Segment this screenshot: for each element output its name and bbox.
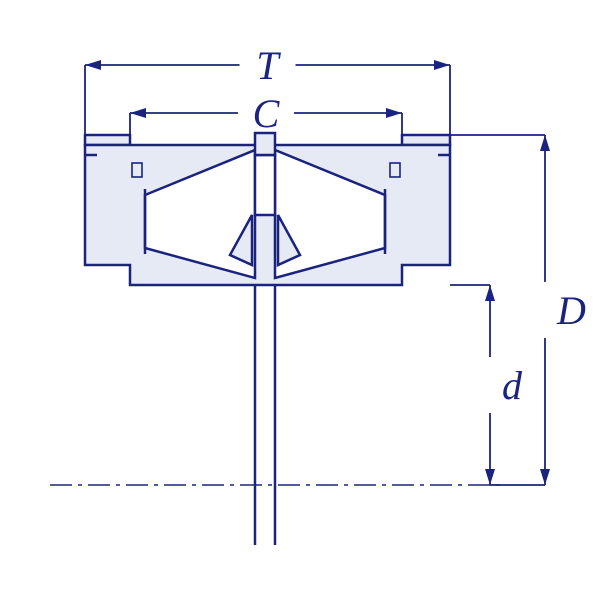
dim-label-T: T [256, 43, 281, 88]
bearing-diagram: TC Dd [0, 0, 600, 600]
dim-D: D [450, 135, 586, 485]
dim-label-d: d [502, 363, 523, 408]
dim-d: d [450, 285, 523, 485]
bearing-body [85, 133, 450, 545]
diagram-svg: TC Dd [0, 0, 600, 600]
dim-label-D: D [556, 288, 586, 333]
dim-label-C: C [253, 91, 281, 136]
